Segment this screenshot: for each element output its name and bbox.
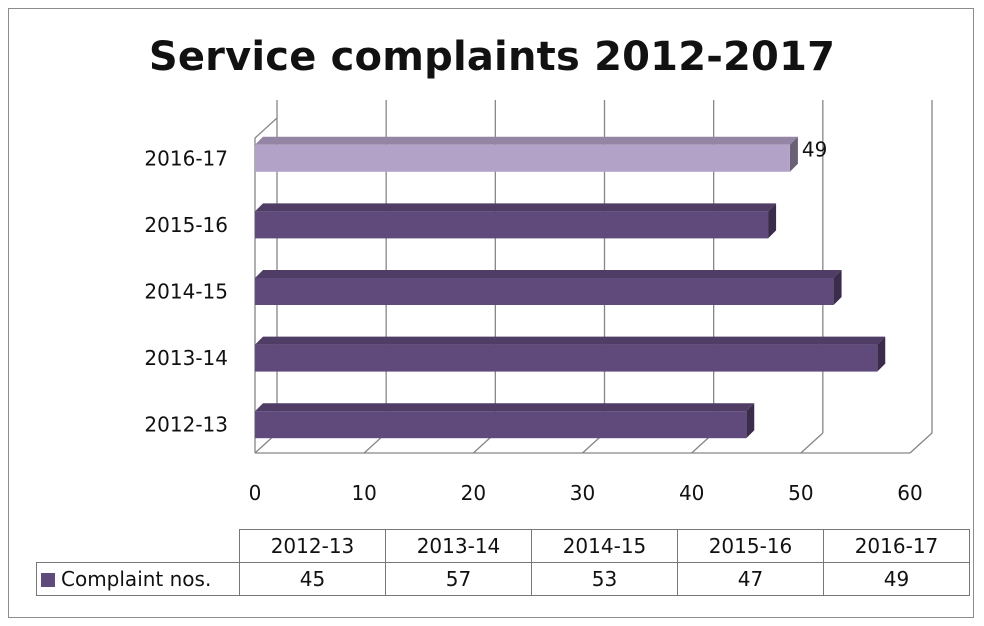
bar-top-face: [255, 403, 755, 412]
data-table-header: 2013-14: [385, 529, 532, 563]
x-tick-label: 50: [788, 481, 813, 505]
x-tick-label: 20: [461, 481, 486, 505]
x-tick-label: 60: [897, 481, 922, 505]
bar: [255, 270, 842, 305]
bar-front-face: [255, 211, 769, 239]
x-tick-label: 0: [249, 481, 262, 505]
bar: [255, 136, 798, 172]
y-tick-label: 2013-14: [144, 346, 228, 370]
bar: [255, 203, 777, 239]
bar-front-face: [255, 278, 834, 305]
bar: [255, 336, 886, 372]
data-table-header: 2012-13: [239, 529, 386, 563]
data-table-corner: [37, 530, 240, 563]
bar-end-face: [768, 203, 777, 239]
data-table-value: 53: [531, 562, 678, 596]
tick-labels: 0 10 20 30 40 50 60 2012-13 2013-14 2014-15 2015-1…: [144, 137, 922, 505]
bar-end-face: [833, 270, 842, 305]
bar-top-face: [255, 136, 798, 145]
bar-front-face: [255, 411, 747, 439]
legend-swatch: [41, 573, 55, 587]
bar-top-face: [255, 203, 777, 212]
data-table-header: 2014-15: [531, 529, 678, 563]
data-table-header: 2015-16: [677, 529, 824, 563]
data-table-value: 45: [239, 562, 386, 596]
bar-front-face: [255, 344, 878, 372]
y-tick-label: 2012-13: [144, 413, 228, 437]
bar-end-face: [877, 336, 886, 372]
bar-end-face: [789, 136, 798, 172]
bar-end-face: [746, 403, 755, 439]
legend-entry: Complaint nos.: [36, 562, 240, 596]
data-table-value: 57: [385, 562, 532, 596]
chart-title: Service complaints 2012-2017: [148, 34, 836, 80]
y-tick-label: 2015-16: [144, 213, 228, 237]
bar: [255, 403, 755, 439]
data-table: 2012-13 2013-14 2014-15 2015-16 2016-17 …: [36, 529, 970, 596]
bar-front-face: [255, 144, 790, 172]
bar-top-face: [255, 270, 842, 278]
legend-label: Complaint nos.: [61, 567, 212, 591]
y-tick-label: 2014-15: [144, 280, 228, 304]
floor-line: [909, 432, 933, 454]
chart-frame: [8, 8, 974, 618]
data-table-row: Complaint nos. 45 57 53 47 49: [36, 562, 970, 596]
x-tick-label: 30: [570, 481, 595, 505]
data-table-header: 2016-17: [823, 529, 970, 563]
bars: [255, 136, 886, 439]
data-table-header-row: 2012-13 2013-14 2014-15 2015-16 2016-17: [37, 529, 970, 563]
y-tick-label: 2016-17: [144, 146, 228, 170]
data-table-value: 49: [823, 562, 970, 596]
bar-top-face: [255, 336, 886, 345]
x-tick-label: 40: [679, 481, 704, 505]
x-tick-label: 10: [351, 481, 376, 505]
data-label: 49: [802, 137, 827, 161]
data-table-value: 47: [677, 562, 824, 596]
floor-line: [800, 432, 824, 454]
